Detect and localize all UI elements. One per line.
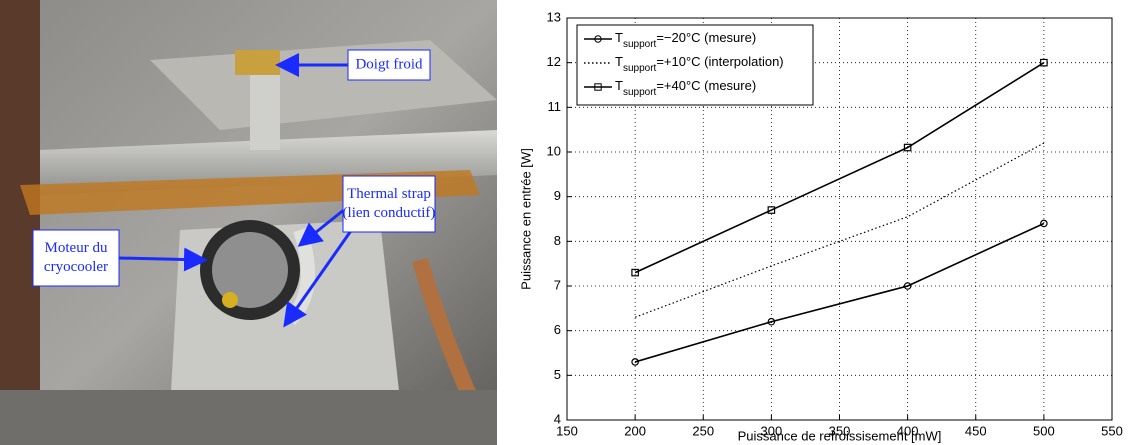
x-tick-label: 550 [1101,423,1123,438]
x-tick-label: 400 [897,423,919,438]
point [631,268,639,277]
annotation-box [32,229,120,287]
x-tick-label: 300 [761,423,783,438]
point [903,143,912,152]
annotation-box [347,49,431,81]
x-tick-label: 450 [965,423,987,438]
annotation-label: Moteur du [45,240,108,256]
annotation-label: (lien conductif) [343,205,436,221]
x-tick-label: 350 [829,423,851,438]
series-line [634,142,1045,318]
series-line [634,61,1045,274]
x-tick-label: 150 [556,423,578,438]
annotation-box [342,175,436,233]
annotation-label: Thermal strap [347,186,431,202]
annotation-arrow [297,203,351,247]
point [631,358,639,366]
x-axis-label: Puissance de refroissisement [mW] [738,428,942,443]
annotation-arrow [118,247,208,272]
chart: 150 200 250 300 350 400 450 500 550 4 5 6 7 8 9 10 11 12 1… [518,9,1122,443]
y-tick-label: 9 [554,188,561,203]
annotation-label: Doigt froid [355,56,423,72]
y-tick-label: 11 [548,99,562,114]
x-tick-label: 500 [1033,423,1055,438]
point [767,317,776,326]
y-tick-label: 4 [554,411,561,426]
y-axis-label: Puissance en entrée [W] [518,148,533,290]
x-tick-label: 200 [624,423,646,438]
point [1040,219,1048,228]
plot-frame [566,17,1113,421]
legend-marker [594,83,602,91]
legend-label: Tsupport=+40°C (mesure) [615,78,756,97]
photo: Doigt froid Thermal strap (lien conductif)… [0,0,497,445]
point [1040,58,1048,67]
y-tick-label: 8 [554,233,561,248]
point [903,282,912,290]
series-line [634,222,1045,363]
point [767,206,776,214]
y-tick-label: 7 [554,277,561,292]
y-tick-label: 12 [547,54,561,69]
y-tick-label: 6 [554,322,561,337]
y-tick-label: 13 [547,9,561,24]
legend-label: Tsupport=−20°C (mesure) [615,30,756,49]
legend-box [576,24,814,106]
legend-marker [594,35,602,43]
annotation-label: cryocooler [44,259,108,275]
x-tick-label: 250 [692,423,714,438]
annotation-arrow [283,224,357,328]
y-tick-label: 10 [547,143,561,158]
y-tick-label: 5 [554,367,561,382]
legend-label: Tsupport=+10°C (interpolation) [615,54,784,73]
